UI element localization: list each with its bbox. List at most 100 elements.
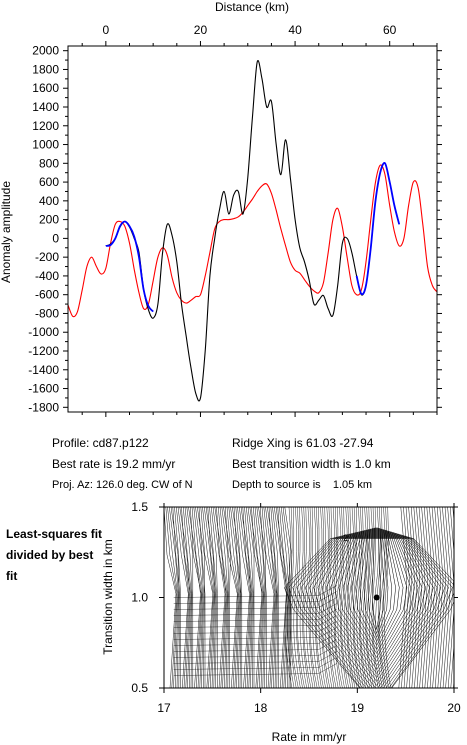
contour-line [299, 507, 307, 688]
contour-line [321, 507, 328, 688]
x-tick-label: 60 [383, 23, 397, 37]
contour-line [251, 507, 263, 688]
contour-line [408, 507, 418, 688]
contour-line [300, 536, 445, 688]
y-tick-label: 0 [52, 231, 59, 245]
contour-line [173, 603, 337, 616]
contour-line [244, 507, 253, 688]
contour-line [177, 507, 190, 688]
y-tick-label: -800 [35, 306, 59, 320]
contour-line [377, 507, 385, 688]
contour-line [312, 507, 320, 688]
contour-line [447, 507, 454, 688]
contour-line [176, 507, 189, 688]
contour-line [218, 507, 228, 688]
contour-line [249, 507, 263, 688]
misfit-y-tick-label: 0.5 [131, 681, 148, 695]
contour-line [346, 507, 354, 688]
best-transition-width: Best transition width is 1.0 km [232, 457, 391, 471]
y-tick-labels: 2000180016001400120010008006004002000-20… [28, 44, 59, 415]
contour-line [260, 507, 267, 688]
contour-line [179, 507, 191, 688]
misfit-y-axis-title: Transition width in km [101, 539, 115, 655]
y-axis-title: Anomaly amplitude [0, 181, 13, 283]
contour-line [202, 507, 214, 688]
y-tick-label: -1000 [28, 325, 59, 339]
profile-chart: Distance (km) 0 20 40 60 Anomaly amplitude … [0, 0, 442, 417]
contour-line [193, 507, 204, 688]
contour-line [237, 507, 250, 688]
contour-line [306, 507, 314, 688]
misfit-x-tick-labels: 17 18 19 20 [157, 701, 461, 715]
y-tick-label: -1400 [28, 363, 59, 377]
contour-line [216, 507, 227, 688]
y-tick-label: 600 [39, 175, 59, 189]
x-tick-label: 40 [288, 23, 302, 37]
contour-line [360, 507, 368, 688]
contour-line [356, 507, 364, 688]
contour-line [247, 507, 255, 688]
contour-line [341, 507, 349, 688]
contour-line [434, 507, 444, 688]
contour-line [173, 633, 337, 646]
axis-tick-marks [63, 41, 442, 417]
contour-line [401, 507, 410, 688]
contour-line [411, 507, 421, 688]
contour-line [291, 507, 299, 688]
y-tick-label: -1800 [28, 400, 59, 414]
contour-line [416, 507, 426, 688]
y-tick-label: 200 [39, 213, 59, 227]
contour-line [296, 536, 449, 688]
contour-line [230, 507, 240, 688]
contour-line [235, 507, 243, 688]
misfit-y-tick-label: 1.0 [131, 591, 148, 605]
contour-line [265, 507, 276, 688]
contour-line [342, 531, 408, 658]
contour-line [191, 507, 203, 688]
contour-line [279, 507, 289, 688]
misfit-x-axis-title: Rate in mm/yr [272, 730, 347, 744]
y-tick-label: -1600 [28, 382, 59, 396]
misfit-x-tick-label: 20 [447, 701, 461, 715]
contour-line [350, 507, 358, 688]
contour-line [197, 507, 205, 688]
x-tick-labels: 0 20 40 60 [103, 23, 397, 37]
source-depth: Depth to source is 1.05 km [232, 479, 373, 491]
contour-line [369, 507, 377, 688]
y-tick-label: 400 [39, 194, 59, 208]
misfit-x-tick-label: 17 [157, 701, 171, 715]
contour-line [398, 507, 408, 688]
contour-line [254, 507, 265, 688]
contour-note: Least-squares fit divided by best fit [6, 527, 103, 583]
contour-line [284, 507, 293, 688]
contour-line [354, 507, 362, 688]
contour-line [352, 507, 360, 688]
profile-name: Profile: cd87.p122 [52, 436, 149, 450]
y-tick-label: 1800 [32, 62, 59, 76]
contour-line [424, 507, 434, 688]
contour-label: 2 [343, 533, 348, 543]
contour-line [267, 507, 277, 688]
contour-line [359, 507, 366, 688]
contour-line [296, 507, 303, 688]
fitted-segment-line [355, 162, 401, 296]
contour-line [183, 507, 192, 688]
y-tick-label: 800 [39, 156, 59, 170]
contour-line [338, 531, 411, 662]
contour-line [351, 530, 400, 651]
contour-line [173, 651, 337, 664]
contour-line [256, 507, 266, 688]
contour-line [272, 507, 279, 688]
ridge-crossing: Ridge Xing is 61.03 -27.94 [232, 436, 374, 450]
y-tick-label: 1600 [32, 81, 59, 95]
contour-line [184, 507, 193, 688]
contour-line [165, 507, 178, 688]
contour-line [450, 507, 454, 688]
contour-line [195, 507, 204, 688]
contour-line [289, 507, 297, 688]
contour-line [172, 507, 181, 688]
x-tick-label: 0 [103, 23, 110, 37]
contour-line [347, 530, 404, 655]
misfit-x-tick-label: 19 [351, 701, 365, 715]
contour-line [318, 507, 326, 688]
